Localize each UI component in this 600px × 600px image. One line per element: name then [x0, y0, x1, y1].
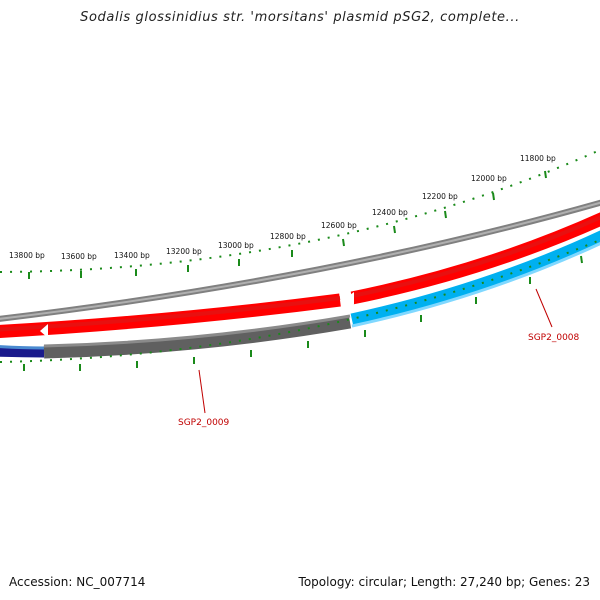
inner-major-ticks	[23, 255, 583, 371]
gene-feature-reverse-dark-blue[interactable]	[0, 347, 45, 358]
gene-feature-reverse-grey[interactable]	[43, 315, 352, 359]
map-title: Sodalis glossinidius str. 'morsitans' pl…	[80, 10, 520, 25]
outer-major-ticks	[28, 170, 547, 279]
backbone-ring-outer-highlight	[0, 201, 600, 320]
gene-feature-forward-left-arrowhead	[40, 324, 48, 338]
gene-label-sgp2-0008[interactable]: SGP2_0008	[528, 333, 580, 343]
gene-feature-reverse-cyan-highlight	[351, 242, 600, 328]
gene-feature-forward-left-highlight	[0, 296, 341, 332]
accession-label: Accession: NC_007714	[9, 575, 146, 589]
gene-feature-reverse-blue-light	[0, 345, 45, 350]
outer-tick-ring	[0, 149, 600, 273]
inner-tick-ring	[0, 239, 600, 363]
tick-label-12600: 12600 bp	[321, 221, 357, 230]
tick-label-13800: 13800 bp	[9, 251, 45, 260]
tick-label-12800: 12800 bp	[270, 232, 306, 241]
gene-label-sgp2-0009[interactable]: SGP2_0009	[178, 418, 230, 428]
tick-label-12200: 12200 bp	[422, 192, 458, 201]
topology-summary: Topology: circular; Length: 27,240 bp; G…	[298, 575, 590, 589]
tick-label-13600: 13600 bp	[61, 252, 97, 261]
tick-label-12000: 12000 bp	[471, 174, 507, 183]
tick-label-11800: 11800 bp	[520, 154, 556, 163]
tick-label-12400: 12400 bp	[372, 208, 408, 217]
gene-feature-reverse-cyan[interactable]	[350, 230, 600, 327]
gene-feature-forward-right-arrowhead	[346, 292, 354, 305]
gene-feature-reverse-grey-highlight	[43, 314, 351, 348]
tick-label-13200: 13200 bp	[166, 247, 202, 256]
gene-feature-forward-right-highlight	[351, 215, 600, 298]
gene-label-leader-sgp2-0008	[535, 288, 553, 328]
tick-label-13000: 13000 bp	[218, 241, 254, 250]
gene-label-leader-sgp2-0009	[198, 369, 206, 414]
tick-label-13400: 13400 bp	[114, 251, 150, 260]
